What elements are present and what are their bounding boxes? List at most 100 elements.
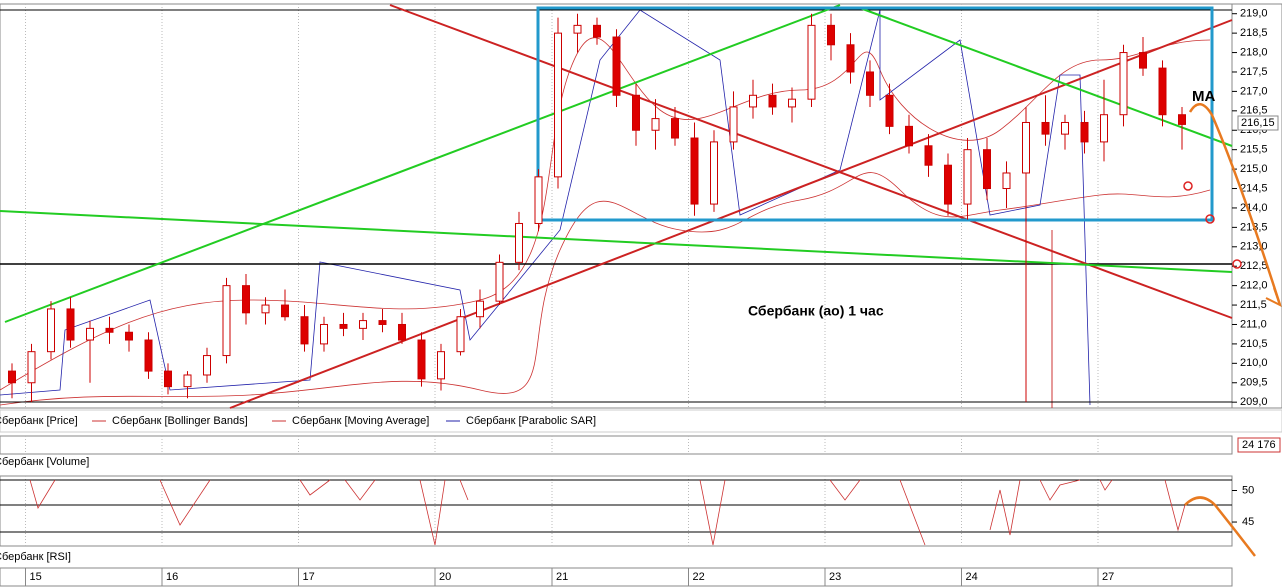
candle-body — [534, 176, 543, 224]
candle-body — [378, 320, 387, 325]
x-tick-label: 16 — [166, 571, 178, 583]
candle-body — [300, 316, 309, 345]
candle-body — [125, 331, 133, 341]
trend-line — [859, 7, 1233, 147]
bollinger-upper — [0, 37, 1211, 391]
candle-body — [1002, 172, 1011, 190]
candle-body — [593, 24, 601, 38]
legend-label: Сбербанк [Price] — [0, 415, 78, 427]
volume-pane — [0, 435, 1233, 455]
candle-body — [27, 351, 36, 384]
x-tick-label: 23 — [829, 571, 841, 583]
y-tick-label: 214,5 — [1240, 182, 1268, 194]
trend-line — [4, 4, 841, 323]
marker — [1183, 181, 1193, 191]
candle-body — [495, 261, 504, 302]
candle-body — [105, 327, 114, 333]
candle-body — [515, 222, 523, 263]
annotation: Сбербанк (ао) 1 час — [748, 303, 884, 319]
candle-body — [768, 94, 777, 108]
y-tick-label: 210,0 — [1240, 357, 1268, 369]
candle-body — [554, 32, 562, 178]
ma-label: MA — [1192, 88, 1215, 105]
forecast-arrow — [1188, 103, 1282, 306]
candle-body — [66, 308, 75, 341]
y-tick-label: 212,5 — [1240, 260, 1268, 272]
candle-body — [203, 355, 211, 376]
x-tick-label: 21 — [556, 571, 568, 583]
candle-body — [320, 323, 328, 345]
candle-body — [944, 164, 952, 205]
rsi-tick-label: 45 — [1242, 516, 1254, 528]
candle-body — [281, 304, 289, 318]
y-tick-label: 218,0 — [1240, 46, 1268, 58]
candle-body — [476, 300, 484, 318]
candle-body — [1041, 121, 1050, 135]
candle-body — [651, 118, 660, 131]
candle-body — [671, 118, 679, 139]
candle-body — [807, 24, 816, 100]
volume-title: Сбербанк [Volume] — [0, 456, 89, 468]
marker — [1232, 259, 1242, 269]
last-price-box — [1237, 115, 1279, 131]
candle-body — [456, 316, 465, 353]
candle-body — [222, 285, 231, 357]
date-axis — [0, 567, 1233, 587]
candle-body — [86, 327, 94, 341]
candle-body — [788, 98, 796, 108]
x-tick-label: 17 — [303, 571, 315, 583]
candle-body — [144, 339, 153, 372]
legend-label: Сбербанк [Moving Average] — [292, 415, 429, 427]
rsi-pane — [0, 475, 1233, 547]
x-tick-label: 20 — [439, 571, 451, 583]
rsi-forecast-arrow — [1184, 496, 1256, 557]
price-axis — [1231, 3, 1282, 409]
y-tick-label: 219,0 — [1240, 8, 1268, 20]
x-tick-label: 22 — [693, 571, 705, 583]
candle-body — [885, 94, 894, 127]
candle-body — [573, 24, 582, 34]
y-tick-label: 217,0 — [1240, 85, 1268, 97]
volume-value-label: 24 176 — [1242, 439, 1276, 451]
last-price-label: 216,15 — [1241, 117, 1275, 129]
candle-body — [8, 370, 16, 384]
candle-body — [612, 36, 621, 96]
candle-body — [183, 374, 192, 388]
y-tick-label: 217,5 — [1240, 66, 1268, 78]
legend-label: Сбербанк [Bollinger Bands] — [112, 415, 248, 427]
candle-body — [1100, 114, 1108, 143]
candle-body — [1022, 121, 1030, 174]
legend-label: Сбербанк [Parabolic SAR] — [466, 415, 596, 427]
y-tick-label: 211,0 — [1240, 318, 1267, 330]
candle-body — [905, 125, 913, 147]
y-tick-label: 210,5 — [1240, 338, 1268, 350]
x-tick-label: 15 — [30, 571, 42, 583]
candle-body — [242, 285, 250, 314]
candle-body — [359, 320, 367, 329]
candle-body — [1178, 114, 1186, 125]
marker — [1205, 214, 1215, 224]
legend-row — [0, 409, 1282, 433]
candle-body — [1158, 67, 1167, 116]
candle-body — [47, 308, 55, 353]
candle-body — [261, 304, 270, 314]
candle-body — [1119, 52, 1128, 116]
candle-body — [866, 71, 874, 96]
candle-body — [164, 370, 172, 388]
candle-body — [1061, 121, 1069, 135]
arrow-head — [1265, 287, 1282, 308]
candle-body — [729, 106, 738, 143]
x-tick-label: 24 — [966, 571, 978, 583]
y-tick-label: 216,5 — [1240, 105, 1268, 117]
candle-body — [827, 24, 835, 46]
candle-body — [924, 145, 933, 166]
candle-body — [437, 351, 445, 380]
bollinger-lower — [0, 172, 1211, 406]
y-tick-label: 212,0 — [1240, 280, 1268, 292]
y-tick-label: 215,0 — [1240, 163, 1268, 175]
candle-body — [339, 323, 348, 329]
x-tick-label: 27 — [1102, 571, 1114, 583]
trend-line — [0, 210, 1233, 273]
y-tick-label: 214,0 — [1240, 202, 1268, 214]
